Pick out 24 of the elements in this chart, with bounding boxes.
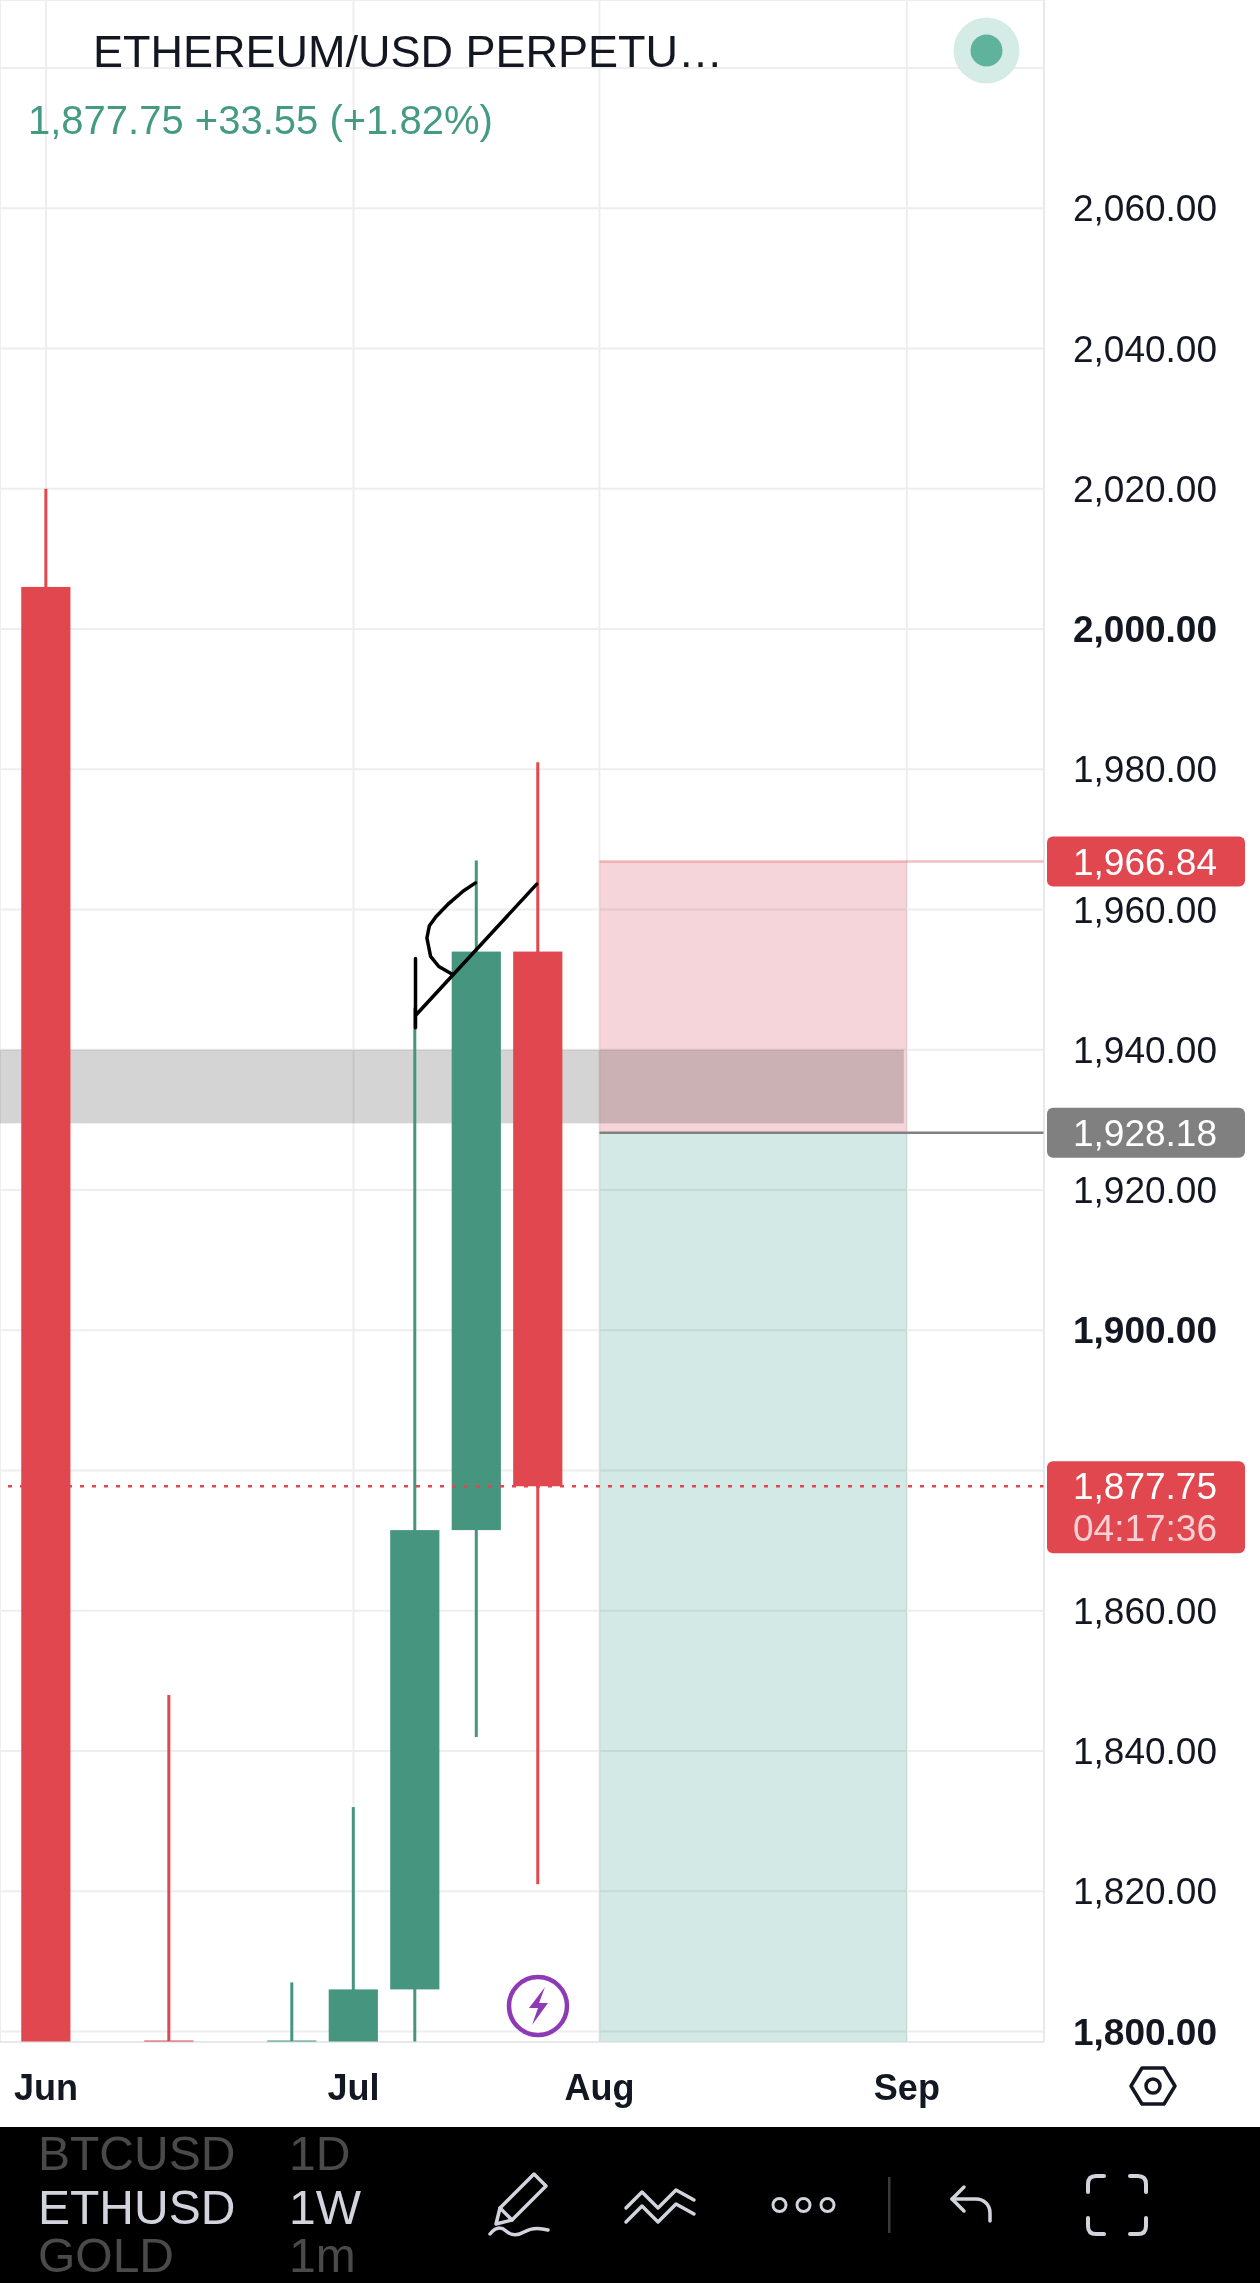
x-tick-label: Jul (327, 2066, 380, 2108)
y-tick-label: 1,980.00 (1073, 749, 1218, 791)
y-tick-label: 1,820.00 (1073, 1871, 1218, 1913)
y-tick-label: 1,840.00 (1073, 1731, 1218, 1773)
y-tick-label: 1,800.00 (1073, 2011, 1218, 2053)
y-tick-label: 1,900.00 (1073, 1310, 1218, 1352)
x-tick-label: Aug (564, 2066, 635, 2108)
ref-line-label: 1,928.18 (1073, 1112, 1218, 1154)
y-tick-label: 1,940.00 (1073, 1029, 1218, 1071)
y-tick-label: 2,020.00 (1073, 468, 1218, 510)
text: 1D (289, 2127, 351, 2180)
x-tick-label: Sep (873, 2066, 940, 2108)
ref-line-label: 1,877.75 04:17:36 (1073, 1466, 1218, 1550)
y-tick-label: 1,920.00 (1073, 1170, 1218, 1212)
ref-line-label: 1,966.84 (1073, 841, 1218, 883)
x-tick-label: Jun (13, 2066, 78, 2108)
y-tick-label: 1,960.00 (1073, 889, 1218, 931)
y-tick-label: 1,860.00 (1073, 1590, 1218, 1632)
text: ETHEREUM/USD PERPETU… (93, 26, 724, 77)
text: BTCUSD (38, 2127, 236, 2180)
y-tick-label: 2,000.00 (1073, 609, 1218, 651)
y-tick-label: 2,060.00 (1073, 188, 1218, 230)
y-tick-label: 2,040.00 (1073, 328, 1218, 370)
text: 1,877.75 +33.55 (+1.82%) (28, 98, 493, 142)
